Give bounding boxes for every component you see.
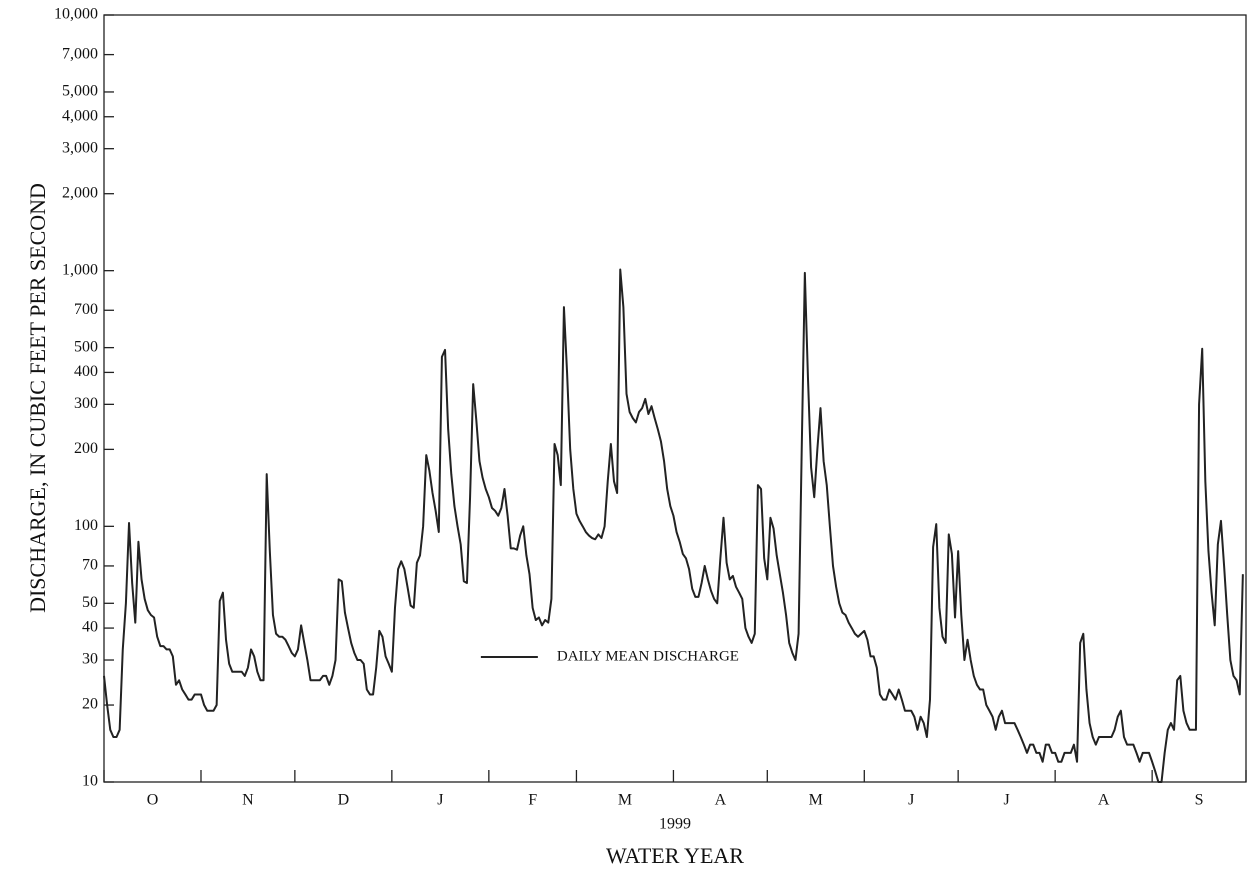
x-tick-label: F [528,792,537,809]
y-axis-title: DISCHARGE, IN CUBIC FEET PER SECOND [25,183,50,613]
x-tick-label: M [618,792,632,809]
x-tick-label: J [908,792,914,809]
y-tick-label: 5,000 [62,83,98,100]
y-tick-label: 1,000 [62,261,98,278]
x-axis-title: WATER YEAR [606,843,744,868]
y-tick-label: 30 [82,651,98,668]
y-tick-label: 300 [74,395,98,412]
x-tick-label: S [1195,792,1204,809]
y-tick-label: 20 [82,696,98,713]
y-tick-label: 10 [82,773,98,790]
y-tick-label: 50 [82,594,98,611]
x-tick-label: J [437,792,443,809]
y-tick-label: 100 [74,517,98,534]
year-label: 1999 [659,816,691,833]
x-tick-label: D [338,792,350,809]
y-tick-label: 400 [74,363,98,380]
x-tick-label: A [715,792,727,809]
x-tick-label: O [147,792,159,809]
plot-frame [103,14,1247,783]
y-tick-label: 500 [74,338,98,355]
y-tick-label: 4,000 [62,107,98,124]
y-tick-label: 7,000 [62,45,98,62]
data-line [103,268,1244,783]
x-tick-label: N [242,792,254,809]
y-tick-label: 2,000 [62,184,98,201]
y-tick-label: 10,000 [54,6,98,23]
y-tick-label: 3,000 [62,139,98,156]
legend-label: DAILY MEAN DISCHARGE [557,648,739,664]
x-tick-label: M [809,792,823,809]
y-tick-label: 200 [74,440,98,457]
x-tick-label: A [1098,792,1110,809]
y-tick-label: 700 [74,301,98,318]
x-tick-label: J [1004,792,1010,809]
y-tick-label: 70 [82,557,98,574]
y-tick-label: 40 [82,619,98,636]
